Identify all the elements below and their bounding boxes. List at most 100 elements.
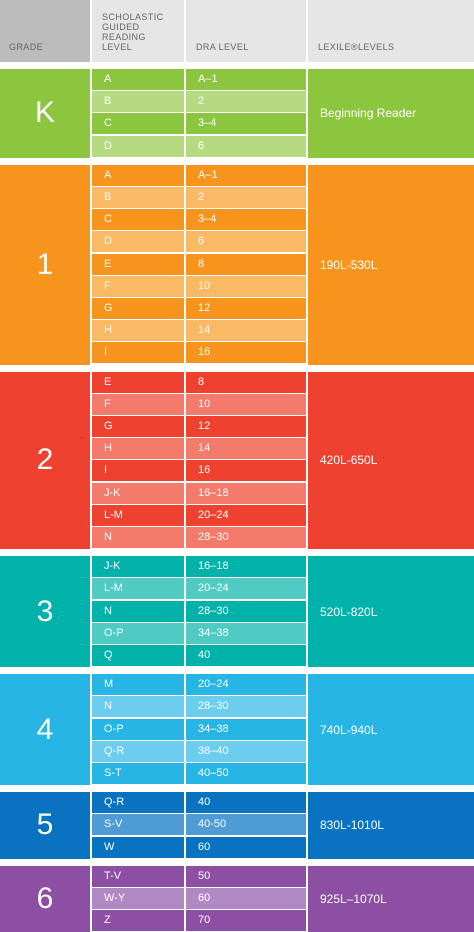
table-row: C 3–4 bbox=[92, 113, 306, 135]
guided-level-cell: M bbox=[92, 674, 184, 696]
table-row: O-P 34–38 bbox=[92, 622, 306, 645]
dra-level-cell: 3–4 bbox=[186, 113, 306, 135]
dra-level-cell: 60 bbox=[186, 836, 306, 858]
table-row: T-V 50 bbox=[92, 865, 306, 888]
dra-level-cell: 16–18 bbox=[186, 482, 306, 504]
dra-level-cell: 16 bbox=[186, 460, 306, 482]
guided-level-cell: N bbox=[92, 600, 184, 622]
guided-level-cell: N bbox=[92, 696, 184, 718]
guided-level-cell: I bbox=[92, 460, 184, 482]
lexile-cell: 830L-1010L bbox=[308, 792, 474, 859]
dra-level-cell: 34–38 bbox=[186, 622, 306, 644]
dra-level-cell: 38–40 bbox=[186, 740, 306, 762]
dra-level-cell: 3–4 bbox=[186, 209, 306, 231]
header-lexile-label: LEXILE®LEVELS bbox=[318, 42, 395, 52]
guided-level-cell: L-M bbox=[92, 504, 184, 526]
guided-level-cell: G bbox=[92, 297, 184, 319]
dra-level-cell: 40 bbox=[186, 644, 306, 666]
guided-level-cell: L-M bbox=[92, 578, 184, 600]
table-row: H 14 bbox=[92, 320, 306, 342]
guided-level-cell: Z bbox=[92, 910, 184, 932]
dra-level-cell: 60 bbox=[186, 887, 306, 909]
dra-level-cell: 40-50 bbox=[186, 814, 306, 836]
table-row: F 10 bbox=[92, 393, 306, 416]
table-row: F 10 bbox=[92, 275, 306, 298]
lexile-cell: Beginning Reader bbox=[308, 69, 474, 158]
table-row: J-K 16–18 bbox=[92, 556, 306, 578]
dra-level-cell: 20–24 bbox=[186, 674, 306, 696]
table-row: N 28–30 bbox=[92, 526, 306, 549]
header-guided-reading: SCHOLASTIC GUIDED READING LEVEL bbox=[92, 0, 184, 62]
header-guided-reading-label: SCHOLASTIC GUIDED READING LEVEL bbox=[102, 12, 164, 52]
table-row: M 20–24 bbox=[92, 674, 306, 696]
guided-level-cell: E bbox=[92, 371, 184, 393]
dra-level-cell: 2 bbox=[186, 186, 306, 208]
lexile-cell: 190L-530L bbox=[308, 164, 474, 365]
grade-band-4: 4 740L-940L M 20–24 N 28–30 O-P 34–38 Q-R 38–40 S-… bbox=[0, 674, 474, 786]
guided-level-cell: O-P bbox=[92, 718, 184, 740]
guided-level-cell: Q-R bbox=[92, 792, 184, 814]
dra-level-cell: 12 bbox=[186, 297, 306, 319]
dra-level-cell: 10 bbox=[186, 275, 306, 297]
guided-level-cell: G bbox=[92, 415, 184, 437]
dra-level-cell: 40–50 bbox=[186, 762, 306, 784]
grade-band-3: 3 520L-820L J-K 16–18 L-M 20–24 N 28–30 O-P 34–38… bbox=[0, 556, 474, 668]
dra-level-cell: 50 bbox=[186, 865, 306, 887]
dra-level-cell: 70 bbox=[186, 910, 306, 932]
table-row: A A–1 bbox=[92, 164, 306, 187]
header-dra-label: DRA LEVEL bbox=[196, 42, 249, 52]
table-row: Q-R 40 bbox=[92, 792, 306, 814]
dra-level-cell: 28–30 bbox=[186, 526, 306, 548]
grade-cell: 2 bbox=[0, 371, 90, 550]
table-row: W-Y 60 bbox=[92, 887, 306, 910]
dra-level-cell: 10 bbox=[186, 393, 306, 415]
table-row: G 12 bbox=[92, 297, 306, 320]
grade-cell: 3 bbox=[0, 556, 90, 668]
lexile-cell: 740L-940L bbox=[308, 674, 474, 786]
table-row: S-V 40-50 bbox=[92, 814, 306, 836]
table-row: C 3–4 bbox=[92, 209, 306, 231]
header-lexile: LEXILE®LEVELS bbox=[308, 0, 474, 62]
guided-level-cell: N bbox=[92, 526, 184, 548]
guided-level-cell: O-P bbox=[92, 622, 184, 644]
dra-level-cell: 34–38 bbox=[186, 718, 306, 740]
dra-level-cell: 16 bbox=[186, 342, 306, 364]
guided-level-cell: J-K bbox=[92, 482, 184, 504]
dra-level-cell: A–1 bbox=[186, 164, 306, 186]
table-row: N 28–30 bbox=[92, 696, 306, 718]
guided-level-cell: B bbox=[92, 91, 184, 113]
grade-cell: 5 bbox=[0, 792, 90, 859]
guided-level-cell: Q-R bbox=[92, 740, 184, 762]
table-row: A A–1 bbox=[92, 69, 306, 91]
guided-level-cell: E bbox=[92, 253, 184, 275]
dra-level-cell: A–1 bbox=[186, 69, 306, 90]
grade-band-1: 1 190L-530L A A–1 B 2 C 3–4 D 6 E 8 F 10 G 12 H 14 I 16 bbox=[0, 164, 474, 365]
guided-level-cell: D bbox=[92, 231, 184, 253]
guided-level-cell: S-V bbox=[92, 814, 184, 836]
table-row: I 16 bbox=[92, 342, 306, 364]
grade-cell: 1 bbox=[0, 164, 90, 365]
table-row: I 16 bbox=[92, 460, 306, 482]
table-row: Q 40 bbox=[92, 644, 306, 667]
table-row: H 14 bbox=[92, 438, 306, 460]
table-row: W 60 bbox=[92, 836, 306, 859]
table-row: L-M 20–24 bbox=[92, 504, 306, 527]
lexile-cell: 420L-650L bbox=[308, 371, 474, 550]
guided-level-cell: A bbox=[92, 164, 184, 186]
dra-level-cell: 6 bbox=[186, 135, 306, 157]
dra-level-cell: 8 bbox=[186, 371, 306, 393]
dra-level-cell: 40 bbox=[186, 792, 306, 814]
table-row: S-T 40–50 bbox=[92, 762, 306, 785]
dra-level-cell: 12 bbox=[186, 415, 306, 437]
dra-level-cell: 20–24 bbox=[186, 578, 306, 600]
guided-level-cell: C bbox=[92, 113, 184, 135]
grade-band-2: 2 420L-650L E 8 F 10 G 12 H 14 I 16 J-K 16–18 L-M 20–24… bbox=[0, 371, 474, 550]
guided-level-cell: Q bbox=[92, 644, 184, 666]
lexile-cell: 520L-820L bbox=[308, 556, 474, 668]
